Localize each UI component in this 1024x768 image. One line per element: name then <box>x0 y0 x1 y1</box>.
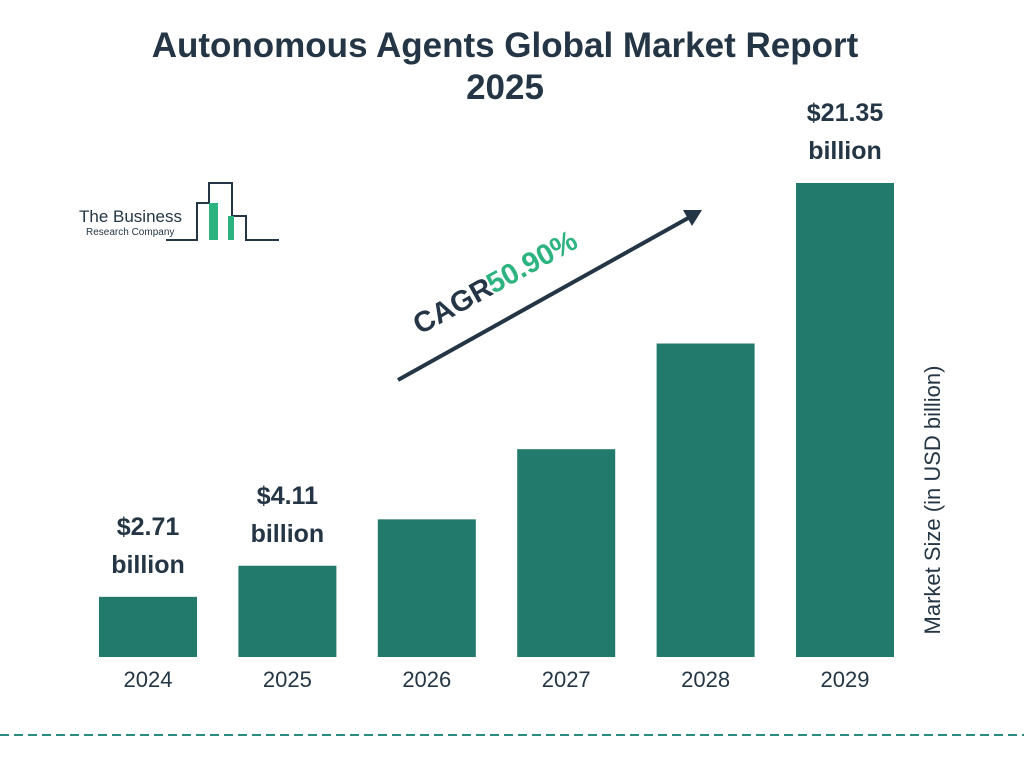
bar <box>656 343 755 657</box>
logo-text: The Business <box>79 207 182 226</box>
x-tick-label: 2025 <box>263 667 312 692</box>
bar <box>796 183 894 657</box>
bar <box>238 565 337 657</box>
bar <box>377 519 476 657</box>
bar <box>99 596 197 657</box>
cagr-arrow <box>397 210 702 382</box>
value-label: $4.11 billion <box>251 482 325 548</box>
x-tick-label: 2027 <box>542 667 591 692</box>
x-tick-label: 2026 <box>402 667 451 692</box>
y-axis-label: Market Size (in USD billion) <box>920 366 945 635</box>
x-tick-label: 2029 <box>821 667 870 692</box>
chart-title: Autonomous Agents Global Market Report 20… <box>152 26 859 107</box>
bar <box>517 449 616 657</box>
cagr-rate: 50.90% <box>481 225 583 301</box>
logo: The Business Research Company <box>79 182 279 241</box>
logo-subtext: Research Company <box>86 227 174 238</box>
value-label: $2.71 billion <box>111 513 185 579</box>
value-label: $21.35 billion <box>807 99 884 165</box>
x-tick-label: 2028 <box>681 667 730 692</box>
x-tick-label: 2024 <box>124 667 173 692</box>
